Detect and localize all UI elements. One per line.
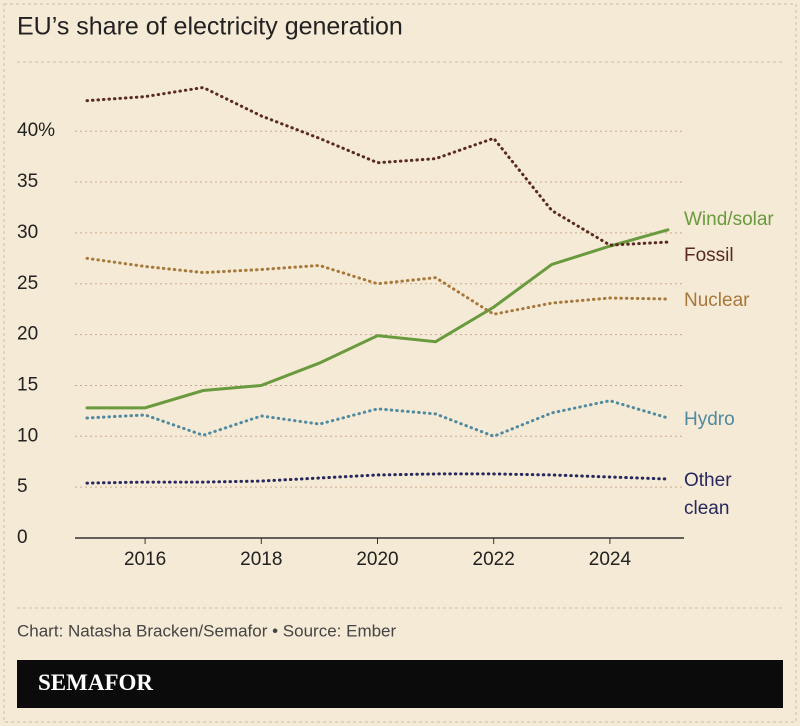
series-line bbox=[85, 256, 670, 316]
series-line bbox=[85, 228, 670, 410]
series-line bbox=[85, 472, 670, 485]
x-tick-label: 2016 bbox=[124, 549, 166, 570]
series-label: Wind/solar bbox=[684, 209, 774, 230]
brand: SEMAFOR bbox=[38, 670, 153, 695]
series-label: Other clean bbox=[684, 470, 732, 519]
brand-bar: SEMAFOR bbox=[17, 660, 783, 708]
y-tick-label: 0 bbox=[17, 527, 28, 548]
series-label: Nuclear bbox=[684, 290, 750, 311]
y-tick-label: 5 bbox=[17, 476, 28, 497]
x-tick-label: 2024 bbox=[589, 549, 632, 570]
y-tick-label: 25 bbox=[17, 273, 38, 294]
x-tick-label: 2018 bbox=[240, 549, 282, 570]
y-tick-label: 15 bbox=[17, 374, 38, 395]
y-tick-label: 40% bbox=[17, 120, 55, 141]
series-label: Fossil bbox=[684, 245, 734, 266]
x-tick-label: 2022 bbox=[473, 549, 515, 570]
x-tick-label: 2020 bbox=[356, 549, 398, 570]
y-tick-label: 10 bbox=[17, 425, 38, 446]
y-tick-label: 30 bbox=[17, 222, 38, 243]
series-label: Hydro bbox=[684, 409, 735, 430]
y-tick-label: 20 bbox=[17, 324, 38, 345]
frame bbox=[3, 3, 797, 723]
y-tick-label: 35 bbox=[17, 171, 38, 192]
series-line bbox=[85, 85, 670, 247]
chart-title: EU’s share of electricity generation bbox=[17, 13, 403, 41]
source: Chart: Natasha Bracken/Semafor • Source:… bbox=[17, 621, 397, 640]
series-line bbox=[85, 399, 670, 438]
